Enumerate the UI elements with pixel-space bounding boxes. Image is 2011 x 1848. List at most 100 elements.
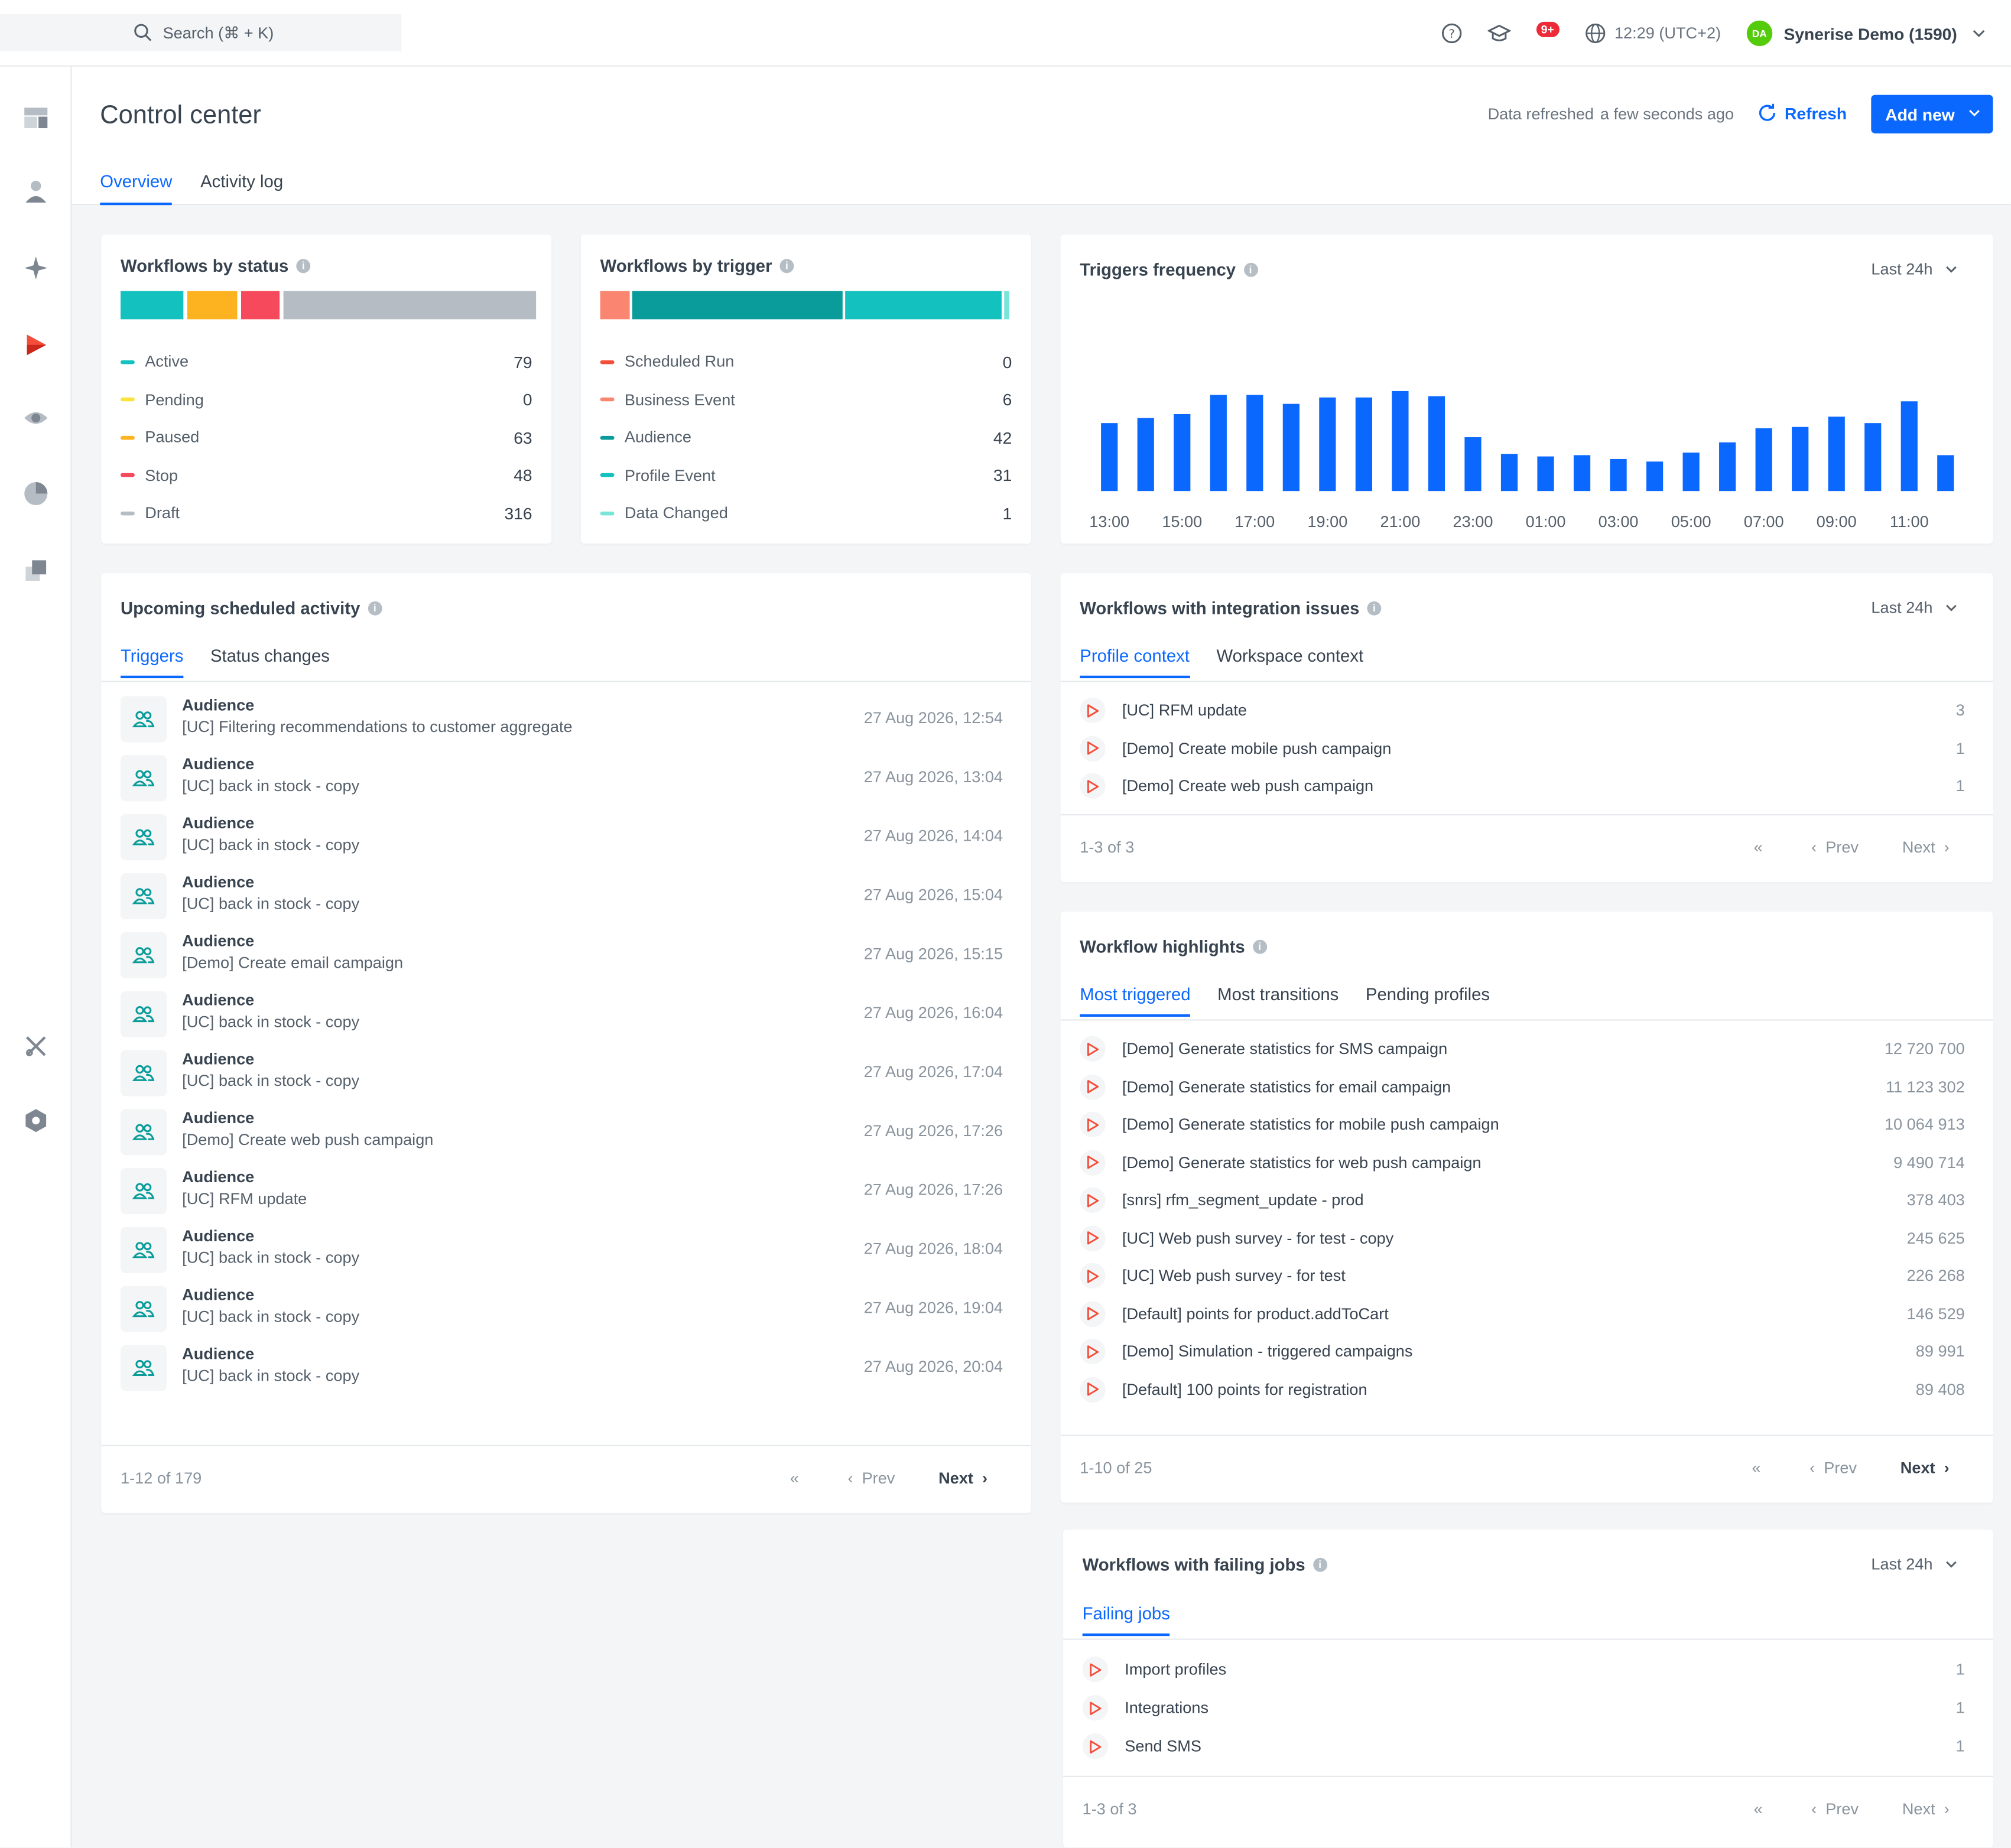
search-input[interactable]: Search (⌘ + K): [0, 14, 402, 51]
tab-workspace-context[interactable]: Workspace context: [1216, 646, 1364, 666]
chart-bar[interactable]: [1864, 423, 1882, 492]
list-item[interactable]: [Default] points for product.addToCart 14…: [1080, 1299, 1965, 1328]
prev-button[interactable]: ‹ Prev: [1811, 1800, 1859, 1818]
tab-status-changes[interactable]: Status changes: [210, 646, 330, 666]
tab-profile-context[interactable]: Profile context: [1080, 646, 1190, 679]
academy-icon[interactable]: [1487, 23, 1510, 44]
next-button[interactable]: Next ›: [1900, 1459, 1950, 1478]
chart-bar[interactable]: [1210, 395, 1227, 492]
next-button[interactable]: Next ›: [1902, 1800, 1950, 1818]
list-item[interactable]: [Demo] Generate statistics for mobile pu…: [1080, 1110, 1965, 1138]
settings-hexagon-icon[interactable]: [21, 1105, 51, 1136]
list-item[interactable]: Audience [Demo] Create email campaign 27 A…: [120, 929, 1003, 981]
chart-bar[interactable]: [1101, 423, 1118, 492]
info-icon[interactable]: i: [1367, 601, 1382, 616]
chart-bar[interactable]: [1500, 454, 1518, 492]
time-zone[interactable]: 12:29 (UTC+2): [1614, 24, 1721, 43]
info-icon[interactable]: i: [1252, 939, 1267, 954]
next-button[interactable]: Next ›: [938, 1469, 988, 1488]
chart-bar[interactable]: [1755, 428, 1772, 492]
tab-overview[interactable]: Overview: [100, 172, 173, 206]
list-item[interactable]: Audience [UC] back in stock - copy 27 Aug …: [120, 1342, 1003, 1394]
list-item[interactable]: [UC] RFM update 3: [1080, 696, 1965, 724]
prev-button[interactable]: ‹ Prev: [847, 1469, 895, 1488]
info-icon[interactable]: i: [779, 259, 794, 274]
info-icon[interactable]: i: [1312, 1557, 1327, 1572]
list-item[interactable]: Audience [UC] back in stock - copy 27 Aug …: [120, 753, 1003, 804]
first-page-button[interactable]: «: [1753, 1800, 1763, 1818]
list-item[interactable]: [Demo] Generate statistics for web push …: [1080, 1148, 1965, 1176]
chart-bar[interactable]: [1428, 396, 1445, 492]
globe-icon[interactable]: [1585, 23, 1606, 44]
chart-bar[interactable]: [1937, 455, 1954, 492]
user-menu[interactable]: DA Synerise Demo (1590): [1746, 20, 1986, 47]
info-icon[interactable]: i: [296, 259, 311, 274]
list-item[interactable]: Audience [UC] back in stock - copy 27 Aug …: [120, 812, 1003, 863]
tab-most-transitions[interactable]: Most transitions: [1217, 984, 1339, 1004]
tab-most-triggered[interactable]: Most triggered: [1080, 985, 1191, 1017]
chart-bar[interactable]: [1610, 458, 1627, 492]
first-page-button[interactable]: «: [790, 1469, 800, 1488]
profiles-icon[interactable]: [21, 175, 51, 206]
range-dropdown[interactable]: Last 24h: [1871, 598, 1957, 617]
list-item[interactable]: Audience [UC] back in stock - copy 27 Aug …: [120, 1225, 1003, 1276]
tools-icon[interactable]: [21, 1031, 51, 1062]
list-item[interactable]: [UC] Web push survey - for test - copy 24…: [1080, 1224, 1965, 1252]
list-item[interactable]: Audience [UC] back in stock - copy 27 Aug …: [120, 1047, 1003, 1099]
chart-bar[interactable]: [1282, 404, 1299, 492]
chart-bar[interactable]: [1319, 397, 1336, 492]
tab-triggers[interactable]: Triggers: [120, 646, 184, 679]
list-item[interactable]: Integrations 1: [1082, 1694, 1965, 1722]
list-item[interactable]: Audience [UC] Filtering recommendations t…: [120, 694, 1003, 745]
automation-icon[interactable]: [21, 330, 51, 360]
list-item[interactable]: [Demo] Create mobile push campaign 1: [1080, 734, 1965, 762]
list-item[interactable]: Audience [UC] back in stock - copy 27 Aug …: [120, 988, 1003, 1040]
chart-bar[interactable]: [1828, 417, 1845, 492]
list-item[interactable]: [snrs] rfm_segment_update - prod 378 403: [1080, 1186, 1965, 1214]
chart-bar[interactable]: [1137, 418, 1154, 492]
chart-bar[interactable]: [1646, 461, 1664, 492]
next-button[interactable]: Next ›: [1902, 838, 1950, 857]
notifications-button[interactable]: 9+: [1535, 21, 1560, 41]
range-dropdown[interactable]: Last 24h: [1871, 1555, 1957, 1573]
pie-chart-icon[interactable]: [21, 478, 51, 509]
list-item[interactable]: [Demo] Simulation - triggered campaigns 8…: [1080, 1338, 1965, 1366]
list-item[interactable]: [Demo] Generate statistics for email cam…: [1080, 1072, 1965, 1101]
list-item[interactable]: Send SMS 1: [1082, 1732, 1965, 1761]
data-management-icon[interactable]: [21, 555, 51, 586]
list-item[interactable]: [Demo] Generate statistics for SMS campa…: [1080, 1034, 1965, 1063]
prev-button[interactable]: ‹ Prev: [1809, 1459, 1857, 1478]
range-dropdown[interactable]: Last 24h: [1871, 261, 1957, 278]
chart-bar[interactable]: [1246, 395, 1263, 492]
ai-icon[interactable]: [21, 253, 51, 284]
chart-bar[interactable]: [1900, 401, 1918, 492]
first-page-button[interactable]: «: [1752, 1459, 1761, 1478]
chart-bar[interactable]: [1573, 455, 1591, 492]
list-item[interactable]: Import profiles 1: [1082, 1655, 1965, 1684]
list-item[interactable]: Audience [Demo] Create web push campaign 2…: [120, 1107, 1003, 1158]
list-item[interactable]: [Default] 100 points for registration 89 …: [1080, 1375, 1965, 1404]
chart-bar[interactable]: [1792, 427, 1809, 492]
refresh-button[interactable]: Refresh: [1756, 103, 1847, 123]
list-item[interactable]: [UC] Web push survey - for test 226 268: [1080, 1261, 1965, 1290]
chart-bar[interactable]: [1174, 414, 1191, 492]
dashboard-icon[interactable]: [21, 103, 51, 134]
list-item[interactable]: Audience [UC] RFM update 27 Aug 2026, 17:2…: [120, 1166, 1003, 1217]
chart-bar[interactable]: [1537, 456, 1554, 492]
chart-bar[interactable]: [1682, 453, 1700, 492]
tab-pending-profiles[interactable]: Pending profiles: [1365, 984, 1490, 1004]
list-item[interactable]: Audience [UC] back in stock - copy 27 Aug …: [120, 1283, 1003, 1335]
chart-bar[interactable]: [1719, 442, 1736, 492]
chart-bar[interactable]: [1392, 391, 1409, 492]
tab-activity-log[interactable]: Activity log: [200, 171, 284, 191]
list-item[interactable]: [Demo] Create web push campaign 1: [1080, 772, 1965, 800]
first-page-button[interactable]: «: [1753, 838, 1763, 857]
info-icon[interactable]: i: [368, 601, 382, 616]
help-icon[interactable]: ?: [1441, 23, 1461, 44]
chart-bar[interactable]: [1464, 437, 1482, 492]
analytics-eye-icon[interactable]: [21, 402, 51, 433]
list-item[interactable]: Audience [UC] back in stock - copy 27 Aug …: [120, 871, 1003, 922]
tab-failing-jobs[interactable]: Failing jobs: [1082, 1604, 1170, 1636]
chart-bar[interactable]: [1355, 397, 1373, 492]
add-new-button[interactable]: Add new: [1871, 95, 1993, 134]
